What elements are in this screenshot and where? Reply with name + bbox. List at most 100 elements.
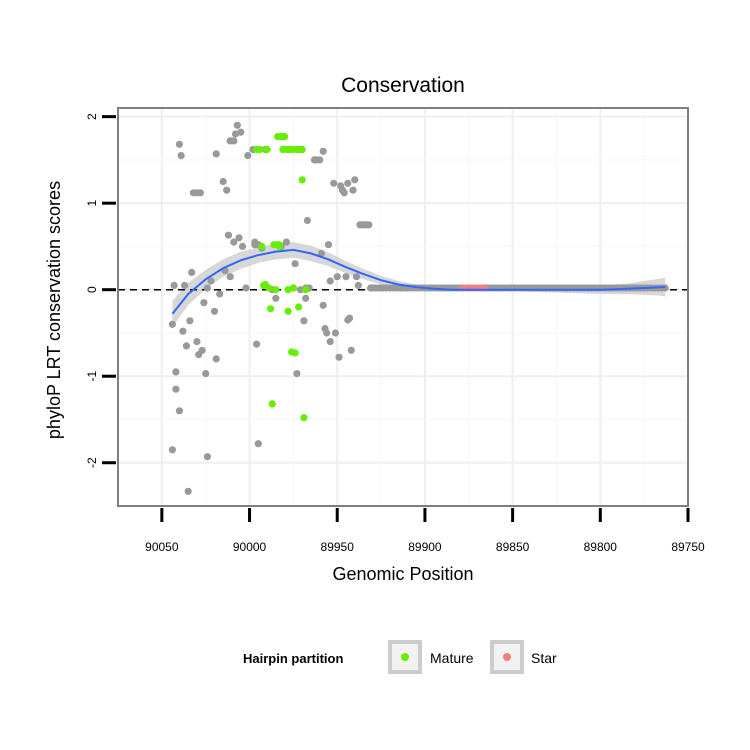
point-mature	[284, 307, 292, 315]
point-other	[216, 290, 224, 298]
point-other	[345, 314, 354, 322]
x-tick-label: 90000	[233, 540, 267, 554]
point-mature	[268, 400, 276, 408]
plot-panel	[118, 108, 688, 506]
point-mature	[258, 242, 266, 250]
point-mature	[300, 414, 308, 422]
point-other	[200, 299, 208, 307]
point-other	[172, 385, 180, 393]
point-other	[237, 128, 245, 136]
x-axis-title: Genomic Position	[332, 564, 473, 584]
point-other	[203, 453, 211, 461]
point-mature	[298, 176, 306, 184]
legend-label-star: Star	[531, 650, 557, 666]
point-other	[326, 338, 334, 346]
y-tick-label: -1	[85, 371, 99, 382]
point-other	[219, 177, 227, 186]
y-tick-label: 0	[85, 286, 99, 293]
point-other	[177, 152, 185, 160]
point-other	[330, 179, 338, 187]
point-other	[291, 260, 299, 268]
y-tick-label: 1	[85, 200, 99, 207]
point-other	[184, 487, 192, 495]
point-other	[293, 370, 301, 378]
x-tick-label: 89950	[321, 540, 355, 554]
point-other	[319, 301, 327, 309]
point-other	[352, 273, 361, 281]
point-other	[317, 249, 325, 257]
point-other	[170, 281, 178, 289]
point-mature	[302, 286, 310, 294]
x-tick-label: 89750	[671, 540, 705, 554]
point-other	[302, 294, 310, 302]
x-tick-label: 89800	[584, 540, 618, 554]
point-other	[324, 241, 333, 249]
y-axis-title: phyloP LRT conservation scores	[44, 181, 64, 439]
point-other	[212, 150, 220, 158]
loess-smooth-line	[171, 248, 666, 315]
point-other	[226, 273, 234, 281]
point-other	[272, 294, 280, 302]
point-other	[282, 238, 290, 246]
point-other	[179, 327, 187, 335]
point-other	[238, 242, 247, 250]
point-other	[175, 407, 183, 415]
point-other	[349, 186, 357, 194]
point-other	[233, 121, 241, 129]
point-mature	[256, 145, 264, 154]
point-other	[168, 320, 176, 328]
point-other	[354, 281, 362, 289]
point-other	[202, 370, 210, 378]
point-other	[223, 186, 231, 194]
point-mature	[281, 133, 289, 141]
point-other	[196, 189, 204, 197]
point-other	[244, 152, 252, 160]
point-other	[235, 234, 243, 242]
point-mature	[263, 145, 271, 154]
legend-star-swatch	[503, 653, 511, 661]
point-other	[342, 273, 350, 281]
point-other	[303, 216, 311, 225]
y-tick-label: -2	[85, 457, 99, 468]
point-other	[335, 353, 343, 361]
point-other	[351, 176, 359, 184]
axes: 90050 90000 89950 89900 89850 89800 89750 -2 -1 0…	[85, 107, 705, 554]
point-mature	[298, 145, 306, 154]
point-other	[230, 238, 238, 246]
point-other	[182, 342, 190, 350]
point-other	[333, 273, 341, 281]
point-other	[212, 355, 220, 363]
point-other	[193, 338, 201, 346]
point-other	[188, 268, 196, 276]
x-tick-label: 89900	[408, 540, 442, 554]
point-other	[326, 277, 334, 285]
point-mature	[295, 303, 303, 311]
legend-label-mature: Mature	[430, 650, 474, 666]
x-tick-label: 89850	[496, 540, 530, 554]
point-other	[344, 179, 352, 187]
point-mature	[289, 284, 297, 292]
x-tick-label: 90050	[145, 540, 179, 554]
point-other	[300, 317, 308, 325]
point-other	[347, 346, 355, 354]
point-other	[254, 440, 262, 448]
smooth-line-layer	[171, 248, 666, 315]
point-other	[230, 137, 238, 145]
point-other	[198, 346, 206, 354]
point-mature	[291, 349, 299, 357]
point-other	[181, 281, 189, 289]
y-tick-label: 2	[85, 113, 99, 120]
point-other	[207, 277, 215, 285]
legend-title: Hairpin partition	[243, 651, 343, 666]
point-other	[186, 317, 194, 325]
point-other	[168, 446, 176, 454]
point-mature	[265, 284, 273, 292]
point-other	[316, 156, 324, 164]
plot-border	[117, 107, 689, 507]
point-mature	[275, 242, 283, 250]
point-other	[319, 147, 327, 155]
point-other	[175, 140, 183, 148]
point-other	[172, 368, 180, 376]
legend-mature-swatch	[401, 653, 409, 661]
